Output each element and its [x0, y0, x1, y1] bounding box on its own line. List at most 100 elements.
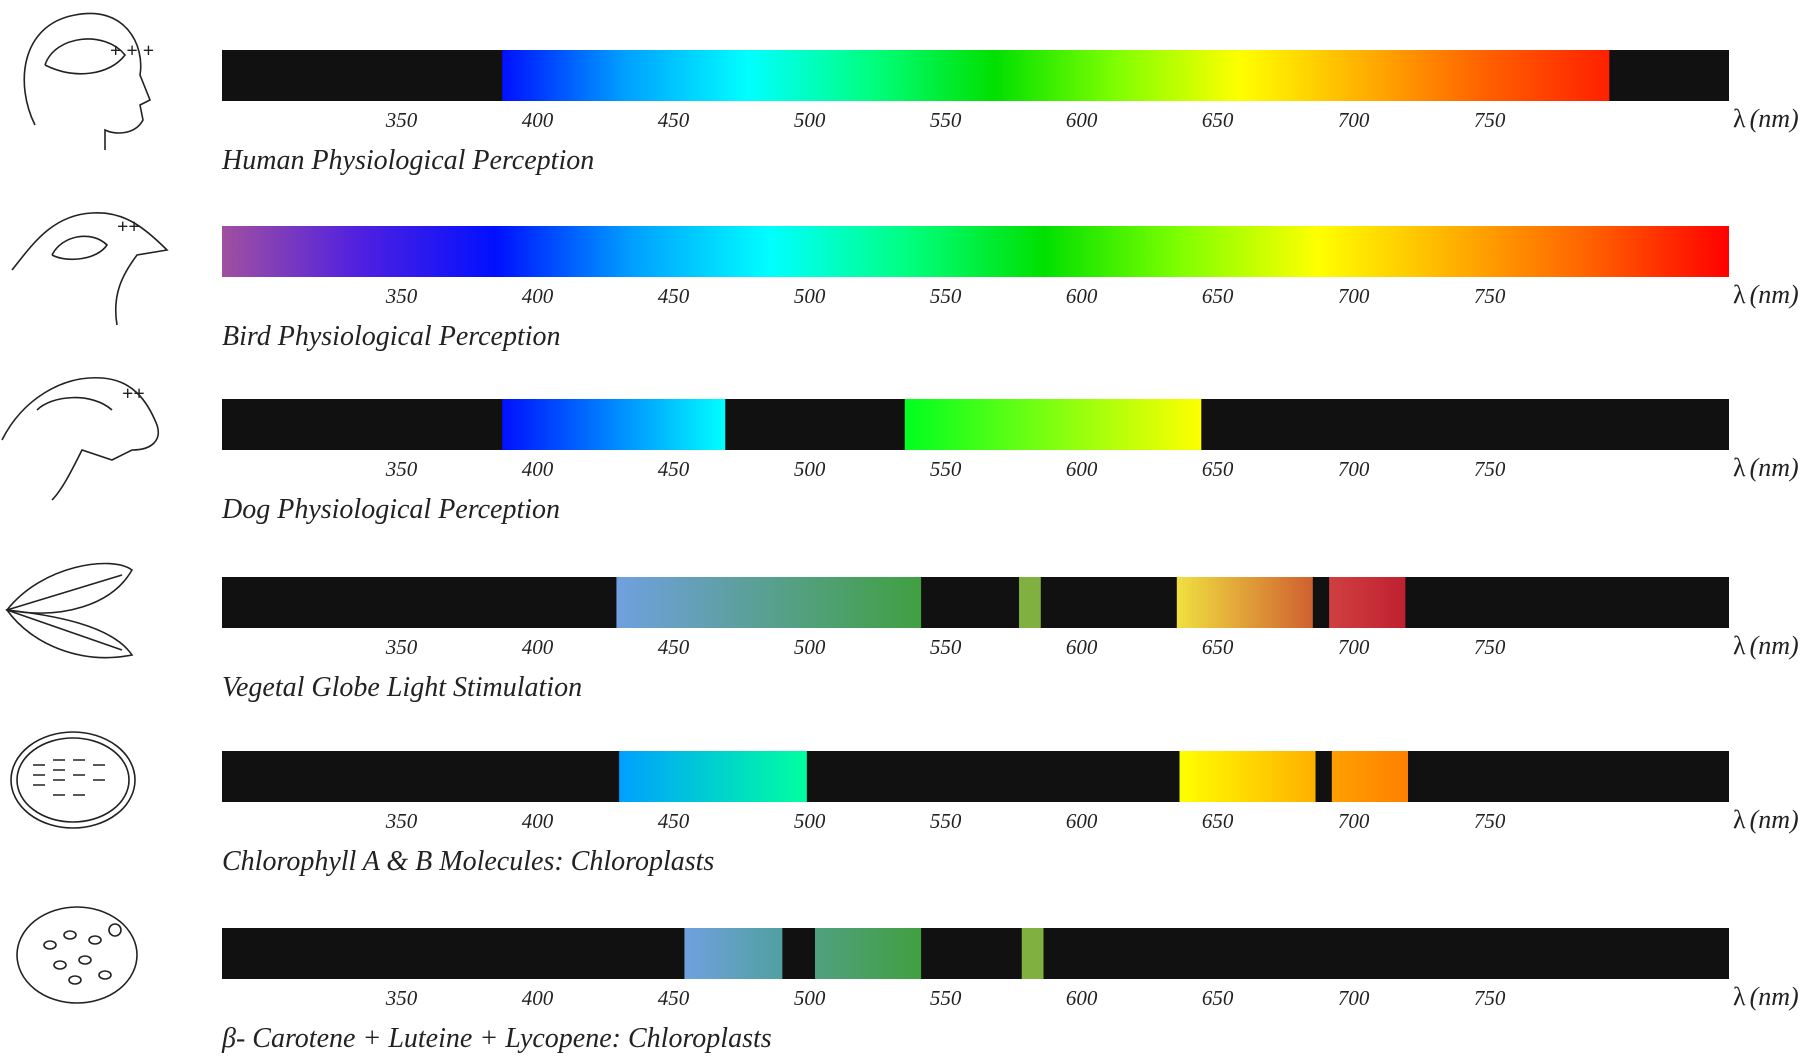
svg-text:++: ++: [117, 216, 140, 238]
tick-label: 550: [930, 809, 962, 833]
tick-label: 700: [1338, 986, 1370, 1010]
tick-label: 600: [1066, 809, 1098, 833]
tick-label: 350: [385, 809, 418, 833]
tick-label: 450: [658, 108, 690, 132]
tick-label: 750: [1474, 635, 1506, 659]
tick-label: 650: [1202, 635, 1234, 659]
unit: (nm): [1750, 280, 1799, 309]
unit-symbol: λ: [1733, 453, 1746, 482]
tick-label: 750: [1474, 284, 1506, 308]
spectrum-bar: [222, 577, 1729, 628]
tick-label: 600: [1066, 284, 1098, 308]
unit: (nm): [1750, 631, 1799, 660]
spectrum-segment: [904, 399, 1202, 450]
human-icon: + + +: [23, 12, 154, 150]
tick-label: 450: [658, 284, 690, 308]
unit-symbol: λ: [1733, 104, 1746, 133]
spectrum-segment: [1179, 751, 1316, 802]
spectrum-bar: [222, 751, 1729, 802]
tick-label: 650: [1202, 284, 1234, 308]
unit-symbol: λ: [1733, 982, 1746, 1011]
tick-label: 650: [1202, 986, 1234, 1010]
spectrum-segment: [502, 50, 1610, 101]
tick-label: 350: [385, 284, 418, 308]
tick-label: 600: [1066, 108, 1098, 132]
chloroplast-icon: [10, 731, 136, 829]
tick-label: 750: [1474, 809, 1506, 833]
svg-text:++: ++: [122, 383, 145, 405]
tick-label: 400: [522, 108, 554, 132]
spectrum-segment: [1176, 577, 1313, 628]
tick-label: 450: [658, 457, 690, 481]
svg-text:+ + +: + + +: [110, 40, 154, 62]
spectrum-segment: [619, 751, 807, 802]
spectrum-bar: [222, 928, 1729, 979]
tick-label: 450: [658, 635, 690, 659]
tick-label: 500: [794, 108, 826, 132]
tick-label: 450: [658, 986, 690, 1010]
unit-symbol: λ: [1733, 280, 1746, 309]
tick-label: 550: [930, 284, 962, 308]
row-title: Chlorophyll A & B Molecules: Chloroplast…: [222, 846, 714, 877]
tick-label: 400: [522, 809, 554, 833]
unit-symbol: λ: [1733, 631, 1746, 660]
spectrum-segment: [502, 399, 726, 450]
unit: (nm): [1750, 805, 1799, 834]
spectrum-segment: [815, 928, 922, 979]
tick-label: 600: [1066, 986, 1098, 1010]
tick-label: 650: [1202, 457, 1234, 481]
tick-label: 450: [658, 809, 690, 833]
unit-label: λ (nm): [1733, 280, 1799, 309]
tick-label: 550: [930, 108, 962, 132]
tick-label: 400: [522, 284, 554, 308]
tick-label: 550: [930, 986, 962, 1010]
tick-label: 600: [1066, 635, 1098, 659]
tick-label: 350: [385, 108, 418, 132]
row-title: Bird Physiological Perception: [222, 321, 561, 352]
tick-label: 400: [522, 457, 554, 481]
unit-label: λ (nm): [1733, 631, 1799, 660]
tick-label: 750: [1474, 457, 1506, 481]
spectrum-segment: [1331, 751, 1409, 802]
unit-symbol: λ: [1733, 805, 1746, 834]
tick-label: 400: [522, 986, 554, 1010]
spectrum-segment: [616, 577, 922, 628]
tick-label: 500: [794, 635, 826, 659]
tick-label: 650: [1202, 108, 1234, 132]
tick-label: 350: [385, 635, 418, 659]
unit-label: λ (nm): [1733, 104, 1799, 133]
unit-label: λ (nm): [1733, 453, 1799, 482]
carotene-icon: [16, 906, 138, 1004]
tick-label: 550: [930, 457, 962, 481]
tick-label: 550: [930, 635, 962, 659]
tick-label: 500: [794, 284, 826, 308]
tick-label: 750: [1474, 108, 1506, 132]
bird-icon: ++: [11, 212, 169, 326]
row-title: Human Physiological Perception: [221, 145, 594, 176]
tick-label: 500: [794, 809, 826, 833]
tick-label: 500: [794, 457, 826, 481]
spectrum-segment: [1019, 577, 1041, 628]
unit: (nm): [1750, 453, 1799, 482]
tick-label: 600: [1066, 457, 1098, 481]
leaf-icon: [5, 562, 134, 659]
spectrum-segment: [684, 928, 783, 979]
row-title: β- Carotene + Luteine + Lycopene: Chloro…: [221, 1023, 772, 1054]
tick-label: 500: [794, 986, 826, 1010]
unit-label: λ (nm): [1733, 982, 1799, 1011]
tick-label: 350: [385, 457, 418, 481]
unit: (nm): [1750, 982, 1799, 1011]
tick-label: 700: [1338, 457, 1370, 481]
unit-label: λ (nm): [1733, 805, 1799, 834]
tick-label: 750: [1474, 986, 1506, 1010]
tick-label: 650: [1202, 809, 1234, 833]
row-title: Dog Physiological Perception: [221, 494, 560, 525]
tick-label: 700: [1338, 284, 1370, 308]
tick-label: 700: [1338, 809, 1370, 833]
unit: (nm): [1750, 104, 1799, 133]
tick-label: 400: [522, 635, 554, 659]
spectrum-segment: [1021, 928, 1044, 979]
spectrum-segment: [222, 226, 1729, 277]
